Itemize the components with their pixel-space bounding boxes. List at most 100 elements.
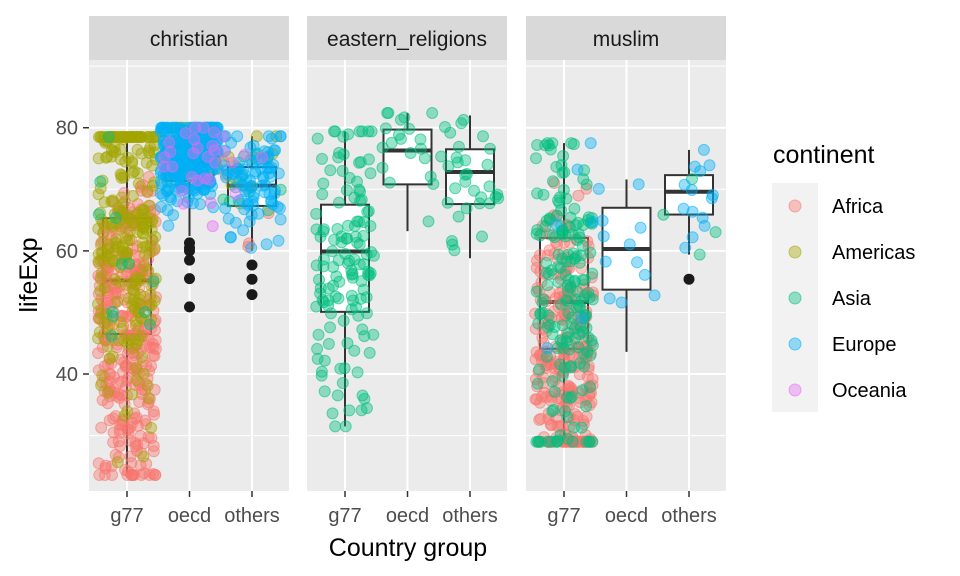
- facet-panel-eastern-religions: eastern_religions g77 oecd others: [307, 16, 507, 527]
- data-point-europe: [274, 130, 287, 143]
- x-tick-label: g77: [547, 505, 580, 527]
- data-point-oceania: [204, 196, 217, 209]
- data-point-asia: [338, 362, 351, 375]
- data-point-asia: [335, 230, 348, 243]
- data-point-americas: [95, 379, 108, 392]
- data-point-asia: [322, 294, 335, 307]
- data-point-europe: [274, 213, 287, 226]
- data-point-asia: [337, 148, 350, 161]
- jitter-points: [310, 107, 505, 433]
- data-point-asia: [351, 366, 364, 379]
- data-point-europe: [634, 221, 647, 234]
- data-point-asia: [548, 321, 561, 333]
- data-point-asia: [316, 188, 329, 201]
- facet-strip: [307, 16, 507, 60]
- data-point-asia: [530, 152, 542, 165]
- data-point-americas: [128, 274, 141, 287]
- y-axis-title: lifeExp: [15, 237, 43, 312]
- data-point-asia: [541, 279, 554, 292]
- legend-key: [788, 383, 802, 397]
- data-point-asia: [354, 185, 366, 198]
- data-point-europe: [154, 151, 167, 164]
- data-point-americas: [116, 322, 129, 335]
- data-point-oceania: [157, 160, 170, 173]
- data-point-europe: [705, 192, 718, 205]
- data-point-europe: [249, 165, 262, 178]
- outlier-point: [246, 289, 258, 301]
- data-point-asia: [345, 289, 358, 302]
- legend-entries: Africa Americas Asia Europe Oceania: [788, 196, 915, 402]
- data-point-asia: [317, 225, 330, 238]
- data-point-europe: [222, 212, 235, 225]
- data-point-asia: [341, 337, 354, 350]
- data-point-europe: [247, 188, 260, 201]
- data-point-americas: [145, 233, 158, 246]
- data-point-americas: [250, 130, 263, 143]
- data-point-oceania: [179, 127, 192, 140]
- y-tick-label: 40: [56, 364, 78, 386]
- data-point-americas: [94, 285, 107, 297]
- data-point-oceania: [188, 133, 201, 146]
- data-point-americas: [114, 222, 127, 235]
- data-point-asia: [709, 226, 722, 239]
- data-point-oceania: [198, 172, 211, 185]
- jitter-points: [529, 137, 722, 448]
- data-point-asia: [414, 133, 427, 146]
- data-point-europe: [235, 193, 248, 206]
- data-point-asia: [560, 255, 573, 268]
- data-point-americas: [133, 272, 146, 285]
- data-point-asia: [570, 301, 583, 314]
- x-axis-title: Country group: [329, 534, 487, 562]
- data-point-asia: [484, 142, 497, 155]
- data-point-africa: [129, 440, 142, 453]
- data-point-asia: [94, 175, 107, 188]
- data-point-americas: [135, 217, 148, 230]
- data-point-oceania: [256, 151, 268, 164]
- data-point-asia: [531, 139, 544, 151]
- data-point-asia: [314, 230, 327, 243]
- data-point-americas: [101, 386, 114, 399]
- data-point-asia: [424, 170, 437, 183]
- data-point-asia: [560, 335, 573, 348]
- data-point-africa: [533, 413, 546, 426]
- data-point-asia: [340, 184, 353, 197]
- data-point-asia: [562, 295, 574, 308]
- data-point-americas: [132, 177, 145, 190]
- outlier-point: [246, 273, 258, 285]
- data-point-americas: [128, 333, 141, 346]
- data-point-asia: [537, 293, 550, 306]
- data-point-europe: [269, 144, 282, 157]
- data-point-africa: [147, 445, 160, 458]
- data-point-europe: [194, 198, 207, 211]
- facet-strip-label: christian: [150, 28, 228, 51]
- data-point-asia: [352, 309, 365, 322]
- data-point-europe: [686, 231, 699, 244]
- data-point-africa: [134, 180, 147, 193]
- data-point-asia: [452, 210, 465, 223]
- data-point-asia: [322, 282, 335, 295]
- data-point-asia: [329, 125, 342, 138]
- data-point-europe: [685, 184, 698, 196]
- data-point-oceania: [197, 121, 210, 134]
- data-point-americas: [107, 145, 120, 158]
- data-point-americas: [136, 208, 149, 221]
- data-point-asia: [459, 168, 472, 181]
- data-point-europe: [697, 143, 710, 156]
- x-tick-label: oecd: [168, 505, 211, 527]
- data-point-asia: [445, 235, 458, 247]
- facet-panel-christian: christian g77 oecd others: [89, 16, 289, 527]
- data-point-asia: [337, 314, 350, 327]
- data-point-europe: [219, 202, 232, 215]
- data-point-europe: [698, 219, 711, 232]
- data-point-asia: [576, 384, 589, 397]
- data-point-asia: [550, 435, 563, 448]
- data-point-americas: [137, 450, 150, 463]
- data-point-europe: [694, 165, 707, 178]
- data-point-americas: [138, 260, 151, 273]
- data-point-asia: [693, 248, 706, 261]
- data-point-americas: [97, 226, 110, 239]
- data-point-americas: [135, 312, 148, 325]
- outlier-point: [184, 254, 195, 266]
- data-point-asia: [533, 363, 546, 376]
- data-point-asia: [138, 306, 151, 319]
